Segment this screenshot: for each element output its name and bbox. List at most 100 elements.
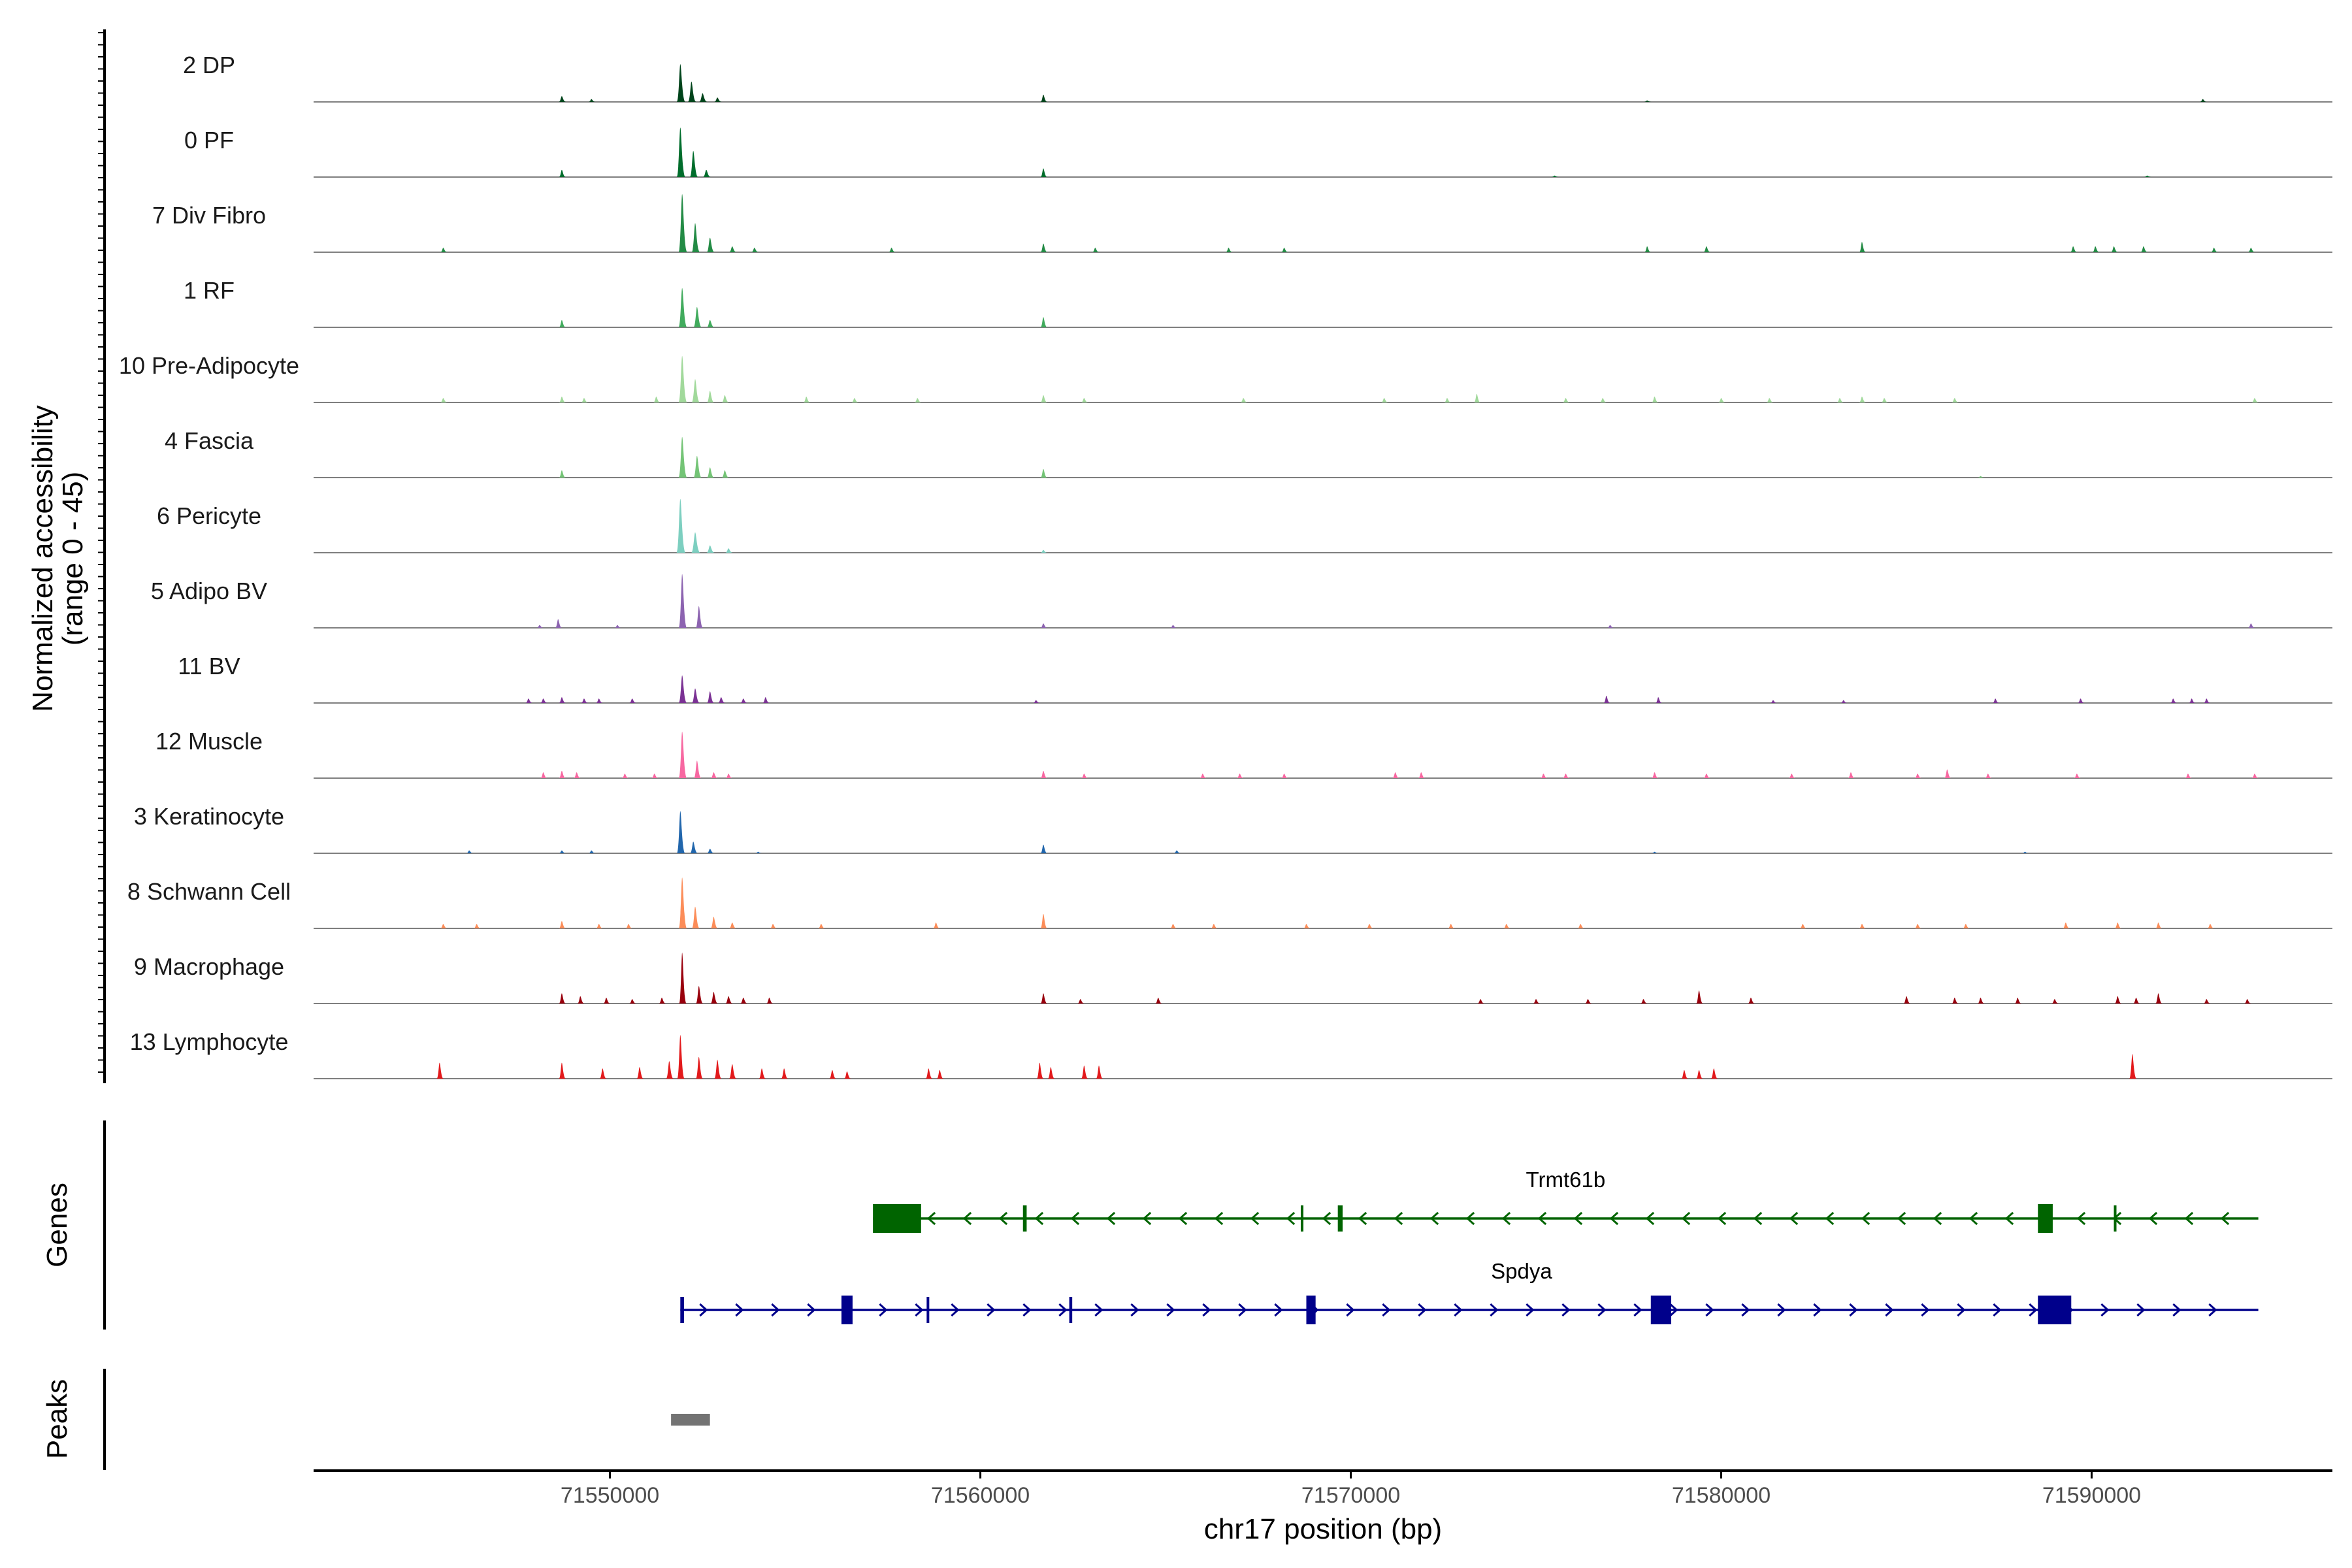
strand-arrow	[1933, 1211, 1942, 1226]
strand-arrow	[2136, 1303, 2146, 1317]
coverage-peak	[2155, 993, 2163, 1004]
coverage-peak	[691, 223, 700, 252]
strand-arrow	[1022, 1303, 1032, 1317]
strand-arrow	[1178, 1211, 1188, 1226]
coverage-peak	[588, 850, 596, 853]
coverage-peak	[2189, 698, 2196, 703]
coverage-peak	[2111, 246, 2118, 252]
coverage-peak	[1978, 476, 1985, 478]
coverage-peak	[629, 698, 636, 703]
track-label: 4 Fascia	[165, 427, 254, 454]
coverage-peak	[770, 924, 777, 928]
coverage-peak	[1040, 243, 1048, 252]
coverage-peak	[440, 924, 448, 928]
track-label: 2 DP	[183, 52, 235, 78]
coverage-peak	[603, 998, 611, 1004]
coverage-peak	[851, 398, 858, 402]
coverage-peak	[559, 96, 566, 102]
x-tick-label: 71580000	[1672, 1483, 1771, 1508]
coverage-peak	[1540, 774, 1548, 778]
coverage-peak	[596, 924, 603, 928]
coverage-peak	[596, 698, 603, 703]
coverage-peak	[1211, 924, 1218, 928]
coverage-peak	[691, 379, 700, 402]
coverage-peak	[651, 774, 659, 778]
coverage-peak	[1040, 549, 1048, 553]
coverage-peak	[729, 1064, 737, 1079]
strand-arrow	[1777, 1303, 1786, 1317]
coverage-peak	[1081, 1066, 1088, 1079]
coverage-peak	[2092, 246, 2100, 252]
track-3-keratinocyte: 3 Keratinocyte	[134, 803, 2332, 854]
coverage-peak	[696, 606, 704, 628]
strand-arrow	[1202, 1303, 1211, 1317]
gene-exon	[1337, 1205, 1343, 1232]
strand-arrow	[951, 1303, 960, 1317]
coverage-peak	[707, 849, 715, 853]
coverage-peak	[1703, 246, 1710, 252]
coverage-peak	[1155, 998, 1162, 1004]
strand-arrow	[2208, 1303, 2217, 1317]
coverage-peak	[1077, 999, 1085, 1004]
coverage-peak	[710, 772, 718, 778]
coverage-peak	[678, 675, 687, 703]
x-tick-label: 71590000	[2042, 1483, 2141, 1508]
coverage-peak	[2247, 248, 2255, 252]
strand-arrow	[2172, 1303, 2181, 1317]
coverage-peak	[1170, 625, 1177, 628]
strand-arrow	[926, 1211, 936, 1226]
coverage-peak	[1992, 698, 1999, 703]
gene-exon	[2038, 1296, 2072, 1324]
coverage-peak	[762, 697, 770, 703]
coverage-peak	[1859, 924, 1867, 928]
coverage-peak	[678, 194, 687, 252]
coverage-tracks: 2 DP 0 PF 7 Div Fibro 1 RF 10 Pre-Adipocyte 4…	[119, 52, 2332, 1079]
coverage-peak	[1092, 248, 1100, 252]
genes-track-label: Genes	[41, 1183, 73, 1267]
coverage-peak	[540, 698, 547, 703]
x-axis-label: chr17 position (bp)	[1204, 1513, 1442, 1545]
coverage-peak	[1652, 772, 1659, 778]
strand-arrow	[1358, 1211, 1367, 1226]
track-9-macrophage: 9 Macrophage	[134, 953, 2332, 1004]
strand-arrow	[1094, 1303, 1103, 1317]
track-label: 10 Pre-Adipocyte	[119, 352, 299, 379]
coverage-peak	[588, 99, 596, 102]
coverage-peak	[1681, 1070, 1688, 1079]
coverage-peak	[1170, 924, 1177, 928]
strand-arrow	[1573, 1211, 1583, 1226]
strand-arrow	[1166, 1303, 1175, 1317]
strand-arrow	[1789, 1211, 1799, 1226]
gene-exon	[2114, 1205, 2117, 1232]
coverage-peak	[678, 288, 687, 327]
coverage-peak	[914, 398, 922, 402]
coverage-peak	[1040, 993, 1048, 1004]
coverage-peak	[2063, 923, 2070, 928]
coverage-peak	[1040, 317, 1048, 327]
coverage-peak	[677, 1035, 685, 1079]
track-4-fascia: 4 Fascia	[165, 427, 2332, 478]
coverage-peak	[2114, 996, 2122, 1004]
coverage-peak	[706, 545, 715, 553]
coverage-peak	[1914, 774, 1922, 778]
coverage-peak	[755, 851, 762, 853]
coverage-peak	[1040, 395, 1048, 402]
strand-arrow	[1142, 1211, 1152, 1226]
strand-arrow	[1968, 1211, 1978, 1226]
coverage-peak	[559, 319, 566, 327]
coverage-peak	[2070, 246, 2078, 252]
coverage-peak	[466, 850, 474, 853]
coverage-peak	[1848, 772, 1855, 778]
strand-arrow	[2148, 1211, 2158, 1226]
strand-arrow	[1885, 1303, 1894, 1317]
coverage-peak	[559, 850, 566, 853]
coverage-peak	[1766, 398, 1774, 402]
strand-arrow	[1849, 1303, 1858, 1317]
coverage-peak	[2133, 998, 2140, 1004]
coverage-peak	[925, 1068, 933, 1079]
coverage-peak	[525, 698, 532, 703]
gene-exon	[680, 1297, 684, 1323]
coverage-peak	[559, 921, 566, 928]
track-2-dp: 2 DP	[183, 52, 2332, 103]
coverage-peak	[1281, 248, 1288, 252]
